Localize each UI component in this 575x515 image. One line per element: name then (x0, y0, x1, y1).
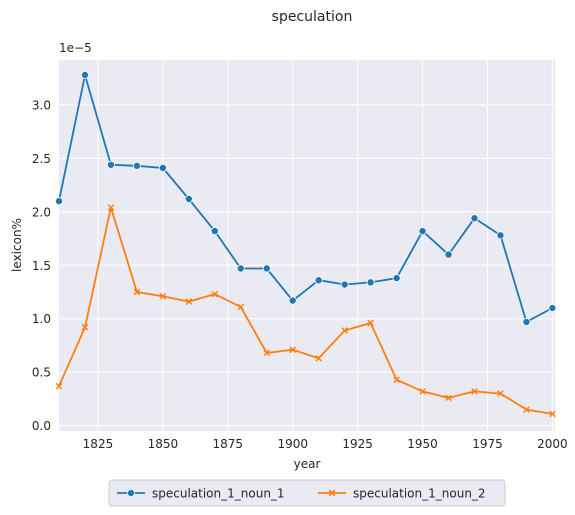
y-tick-label: 1.0 (32, 312, 51, 326)
y-tick-label: 1.5 (32, 259, 51, 273)
data-point-1 (262, 264, 271, 273)
data-point-2 (107, 204, 115, 211)
y-tick-label: 3.0 (32, 98, 51, 112)
legend-label-1: speculation_1_noun_1 (152, 487, 285, 501)
legend-item-1: speculation_1_noun_1 (117, 487, 285, 501)
data-point-1 (132, 161, 141, 170)
data-point-1 (470, 214, 479, 223)
data-point-1 (210, 227, 219, 236)
x-tick-label: 1925 (342, 437, 373, 451)
data-point-1 (106, 160, 115, 169)
data-point-1 (340, 280, 349, 289)
data-point-2 (393, 376, 400, 384)
data-point-1 (444, 250, 453, 259)
data-point-2 (367, 319, 374, 327)
x-tick-label: 1875 (213, 437, 244, 451)
data-point-2 (55, 382, 63, 390)
x-axis-ticks: 1825 1850 1875 1900 1925 1950 1975 2000 (83, 437, 568, 451)
data-point-2 (471, 388, 478, 395)
data-point-1 (418, 227, 427, 236)
data-point-2 (185, 298, 193, 305)
legend-item-2: speculation_1_noun_2 (318, 487, 486, 501)
data-point-2 (315, 354, 323, 362)
chart-title: speculation (272, 9, 353, 25)
legend-box (108, 479, 506, 507)
data-point-2 (497, 390, 504, 397)
data-point-1 (55, 197, 64, 206)
data-point-1 (158, 163, 167, 172)
y-tick-label: 0.5 (32, 366, 51, 380)
y-axis-ticks: 0.0 0.5 1.0 1.5 2.0 2.5 3.0 (32, 98, 51, 433)
plot-area (59, 60, 555, 431)
data-point-2 (81, 323, 89, 331)
data-point-2 (133, 288, 141, 296)
data-point-2 (419, 388, 426, 395)
data-point-2 (549, 410, 556, 418)
data-point-2 (289, 346, 297, 354)
x-tick-label: 2000 (537, 437, 568, 451)
y-tick-label: 2.0 (32, 205, 51, 219)
data-point-1 (314, 276, 323, 285)
data-point-2 (159, 292, 167, 300)
y-axis-scale-label: 1e−5 (59, 41, 92, 55)
data-point-1 (288, 296, 297, 305)
data-point-2 (445, 394, 452, 402)
data-point-2 (237, 303, 245, 311)
data-point-1 (496, 231, 505, 240)
legend-marker-2 (328, 489, 336, 497)
legend-marker-1 (127, 488, 136, 497)
x-tick-label: 1850 (148, 437, 179, 451)
data-point-1 (184, 194, 193, 203)
x-tick-label: 1825 (83, 437, 114, 451)
data-point-2 (523, 406, 530, 413)
x-tick-label: 1900 (277, 437, 308, 451)
data-point-2 (211, 290, 219, 298)
data-point-1 (80, 70, 89, 79)
x-tick-label: 1950 (407, 437, 438, 451)
series-line-1 (58, 74, 553, 323)
data-point-2 (263, 349, 271, 357)
series-line-2 (58, 206, 553, 415)
y-tick-label: 2.5 (32, 152, 51, 166)
data-point-1 (236, 264, 245, 273)
legend-label-2: speculation_1_noun_2 (353, 487, 486, 501)
series-layer (55, 70, 557, 418)
data-point-1 (522, 317, 531, 326)
y-axis-label: lexicon% (10, 218, 24, 272)
data-point-1 (392, 274, 401, 283)
x-axis-label: year (294, 457, 321, 471)
x-tick-label: 1975 (472, 437, 503, 451)
data-point-1 (548, 304, 557, 313)
data-point-1 (366, 278, 375, 287)
legend: speculation_1_noun_1 speculation_1_noun_… (108, 479, 506, 507)
y-tick-label: 0.0 (32, 419, 51, 433)
grid-lines (59, 60, 555, 431)
data-point-2 (341, 327, 348, 334)
